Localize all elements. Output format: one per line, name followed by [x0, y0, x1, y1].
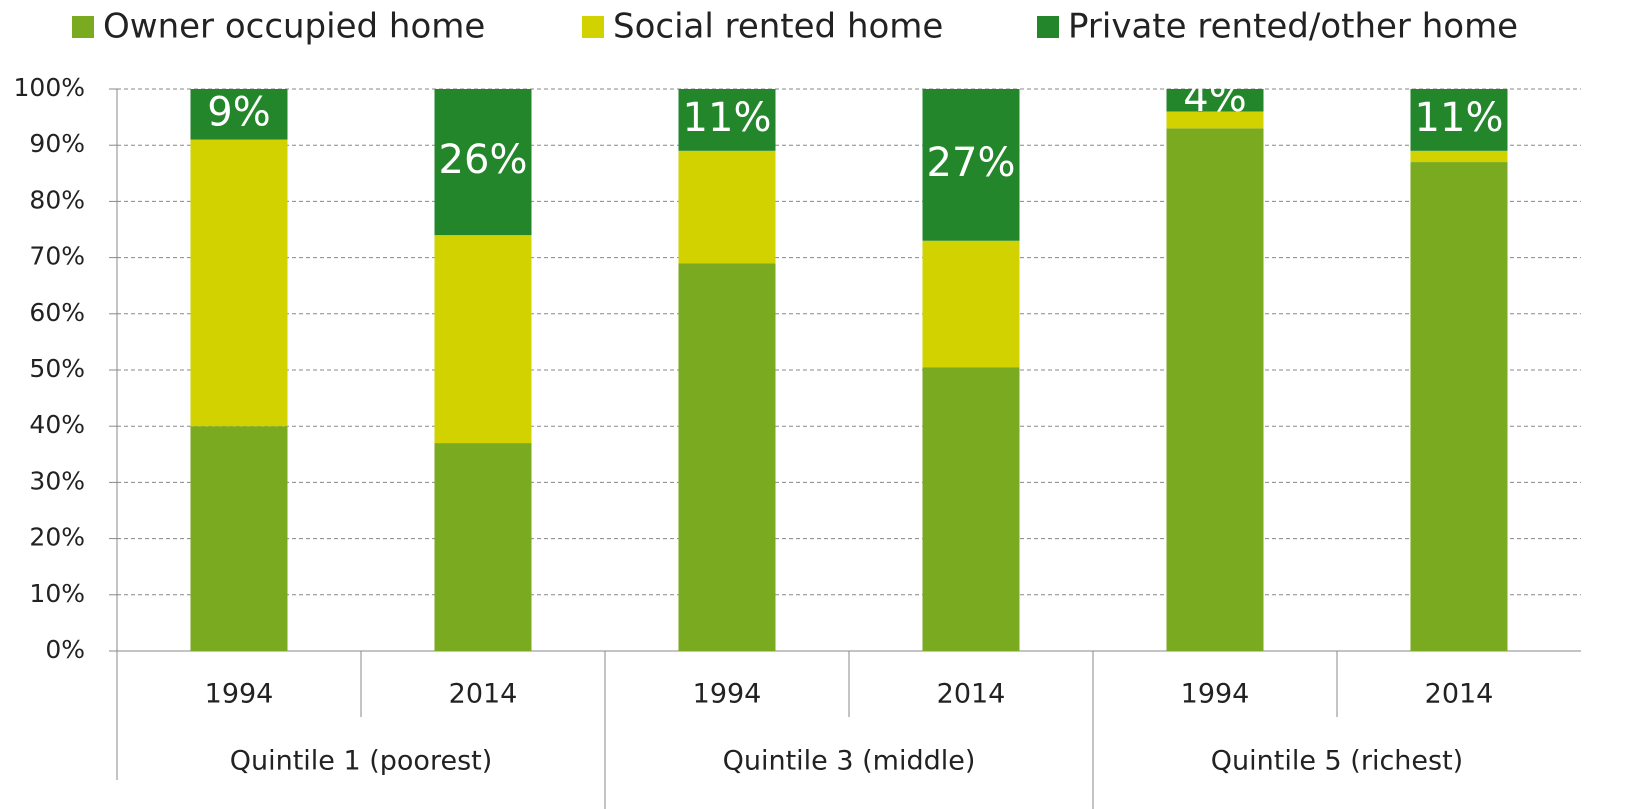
bar-segment [678, 263, 776, 651]
y-tick-label: 30% [29, 466, 85, 495]
bar-segment [1410, 150, 1508, 163]
bar-segment [1410, 162, 1508, 651]
y-tick-label: 70% [29, 242, 85, 271]
x-tick-label: 1994 [205, 679, 274, 710]
bar-segment [678, 89, 776, 151]
legend-swatch [1037, 16, 1059, 38]
y-tick-label: 50% [29, 354, 85, 383]
bar-segment [922, 240, 1020, 368]
y-tick-label: 40% [29, 410, 85, 439]
group-label: Quintile 5 (richest) [1211, 746, 1463, 777]
legend-label: Private rented/other home [1068, 7, 1518, 47]
data-label: 27% [927, 140, 1016, 186]
bar-segment [1166, 111, 1264, 129]
x-tick-label: 1994 [693, 679, 762, 710]
legend-label: Social rented home [613, 7, 943, 47]
y-tick-label: 80% [29, 185, 85, 214]
bar-segment [1410, 89, 1508, 151]
data-label: 4% [1183, 75, 1246, 121]
bar-segment [922, 367, 1020, 651]
legend-swatch [72, 16, 94, 38]
x-tick-label: 2014 [449, 679, 518, 710]
bar-segment [678, 150, 776, 264]
x-tick-label: 2014 [1425, 679, 1494, 710]
bar-segment [434, 235, 532, 444]
y-tick-label: 90% [29, 129, 85, 158]
bar-segment [190, 139, 288, 427]
y-tick-label: 10% [29, 579, 85, 608]
group-label: Quintile 3 (middle) [723, 746, 976, 777]
y-tick-label: 60% [29, 298, 85, 327]
bar-segment [1166, 128, 1264, 652]
y-tick-label: 20% [29, 523, 85, 552]
group-label: Quintile 1 (poorest) [230, 746, 493, 777]
x-tick-label: 2014 [937, 679, 1006, 710]
data-label: 11% [1415, 95, 1504, 141]
bar-segment [1166, 89, 1264, 112]
bar-segment [190, 89, 288, 140]
y-tick-label: 100% [14, 73, 85, 102]
data-label: 9% [207, 89, 270, 135]
bar-segment [922, 89, 1020, 241]
bar-segment [434, 443, 532, 651]
data-label: 11% [683, 95, 772, 141]
y-tick-label: 0% [45, 635, 85, 664]
legend-swatch [582, 16, 604, 38]
bar-segment [434, 89, 532, 236]
data-label: 26% [439, 137, 528, 183]
bar-segment [190, 426, 288, 651]
legend-label: Owner occupied home [103, 7, 485, 47]
x-tick-label: 1994 [1181, 679, 1250, 710]
